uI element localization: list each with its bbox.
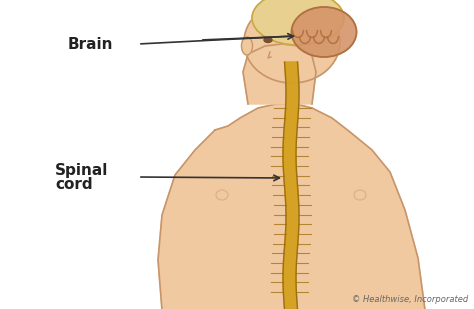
Polygon shape bbox=[158, 104, 425, 309]
Ellipse shape bbox=[264, 37, 272, 43]
Ellipse shape bbox=[244, 1, 340, 83]
Text: © Healthwise, Incorporated: © Healthwise, Incorporated bbox=[352, 295, 468, 304]
Polygon shape bbox=[243, 44, 316, 104]
Ellipse shape bbox=[241, 37, 253, 55]
Ellipse shape bbox=[292, 7, 356, 57]
Text: cord: cord bbox=[55, 176, 92, 192]
Polygon shape bbox=[283, 62, 299, 309]
Text: Spinal: Spinal bbox=[55, 163, 109, 177]
Ellipse shape bbox=[252, 0, 344, 45]
Text: Brain: Brain bbox=[68, 36, 113, 52]
